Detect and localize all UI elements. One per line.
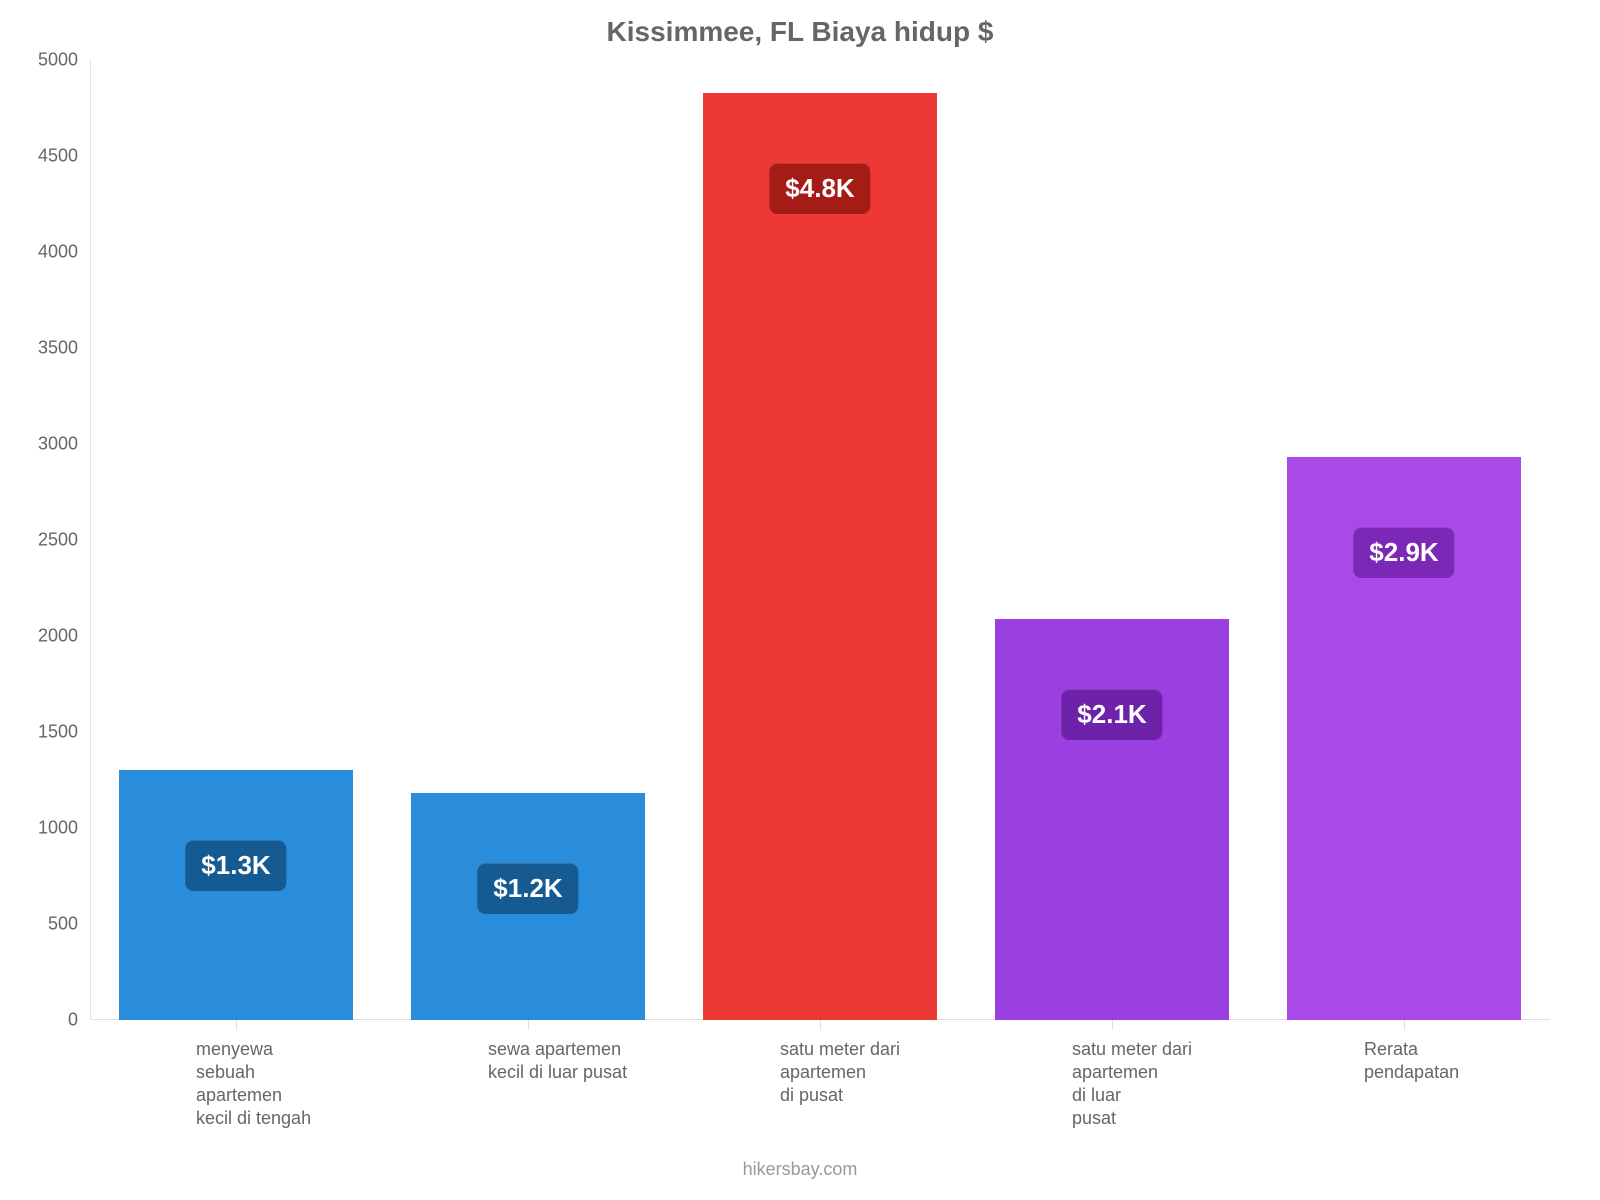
y-tick-label: 4000 (0, 242, 78, 263)
chart-title: Kissimmee, FL Biaya hidup $ (0, 16, 1600, 48)
value-badge: $2.1K (1061, 689, 1162, 740)
y-tick-label: 2500 (0, 530, 78, 551)
y-tick-label: 2000 (0, 626, 78, 647)
y-tick-label: 4500 (0, 146, 78, 167)
x-axis-label: sewa apartemenkecil di luar pusat (488, 1038, 698, 1084)
value-badge: $1.2K (477, 863, 578, 914)
y-tick-label: 3000 (0, 434, 78, 455)
y-tick-label: 500 (0, 914, 78, 935)
y-tick-label: 0 (0, 1010, 78, 1031)
chart-footer: hikersbay.com (0, 1159, 1600, 1180)
x-tick (1404, 1020, 1405, 1030)
x-axis-label: satu meter dariapartemendi pusat (780, 1038, 990, 1107)
y-tick-label: 1000 (0, 818, 78, 839)
x-tick (236, 1020, 237, 1030)
y-tick-label: 3500 (0, 338, 78, 359)
x-tick (820, 1020, 821, 1030)
y-tick-label: 5000 (0, 50, 78, 71)
x-axis-label: menyewasebuahapartemenkecil di tengah (196, 1038, 406, 1130)
x-axis-label: satu meter dariapartemendi luarpusat (1072, 1038, 1282, 1130)
chart-bar (703, 93, 937, 1020)
chart-bar (995, 619, 1229, 1020)
x-tick (528, 1020, 529, 1030)
value-badge: $4.8K (769, 163, 870, 214)
value-badge: $2.9K (1353, 527, 1454, 578)
chart-bar (119, 770, 353, 1020)
chart-container: Kissimmee, FL Biaya hidup $ hikersbay.co… (0, 0, 1600, 1200)
x-axis-label: Reratapendapatan (1364, 1038, 1574, 1084)
y-tick-label: 1500 (0, 722, 78, 743)
value-badge: $1.3K (185, 840, 286, 891)
x-tick (1112, 1020, 1113, 1030)
